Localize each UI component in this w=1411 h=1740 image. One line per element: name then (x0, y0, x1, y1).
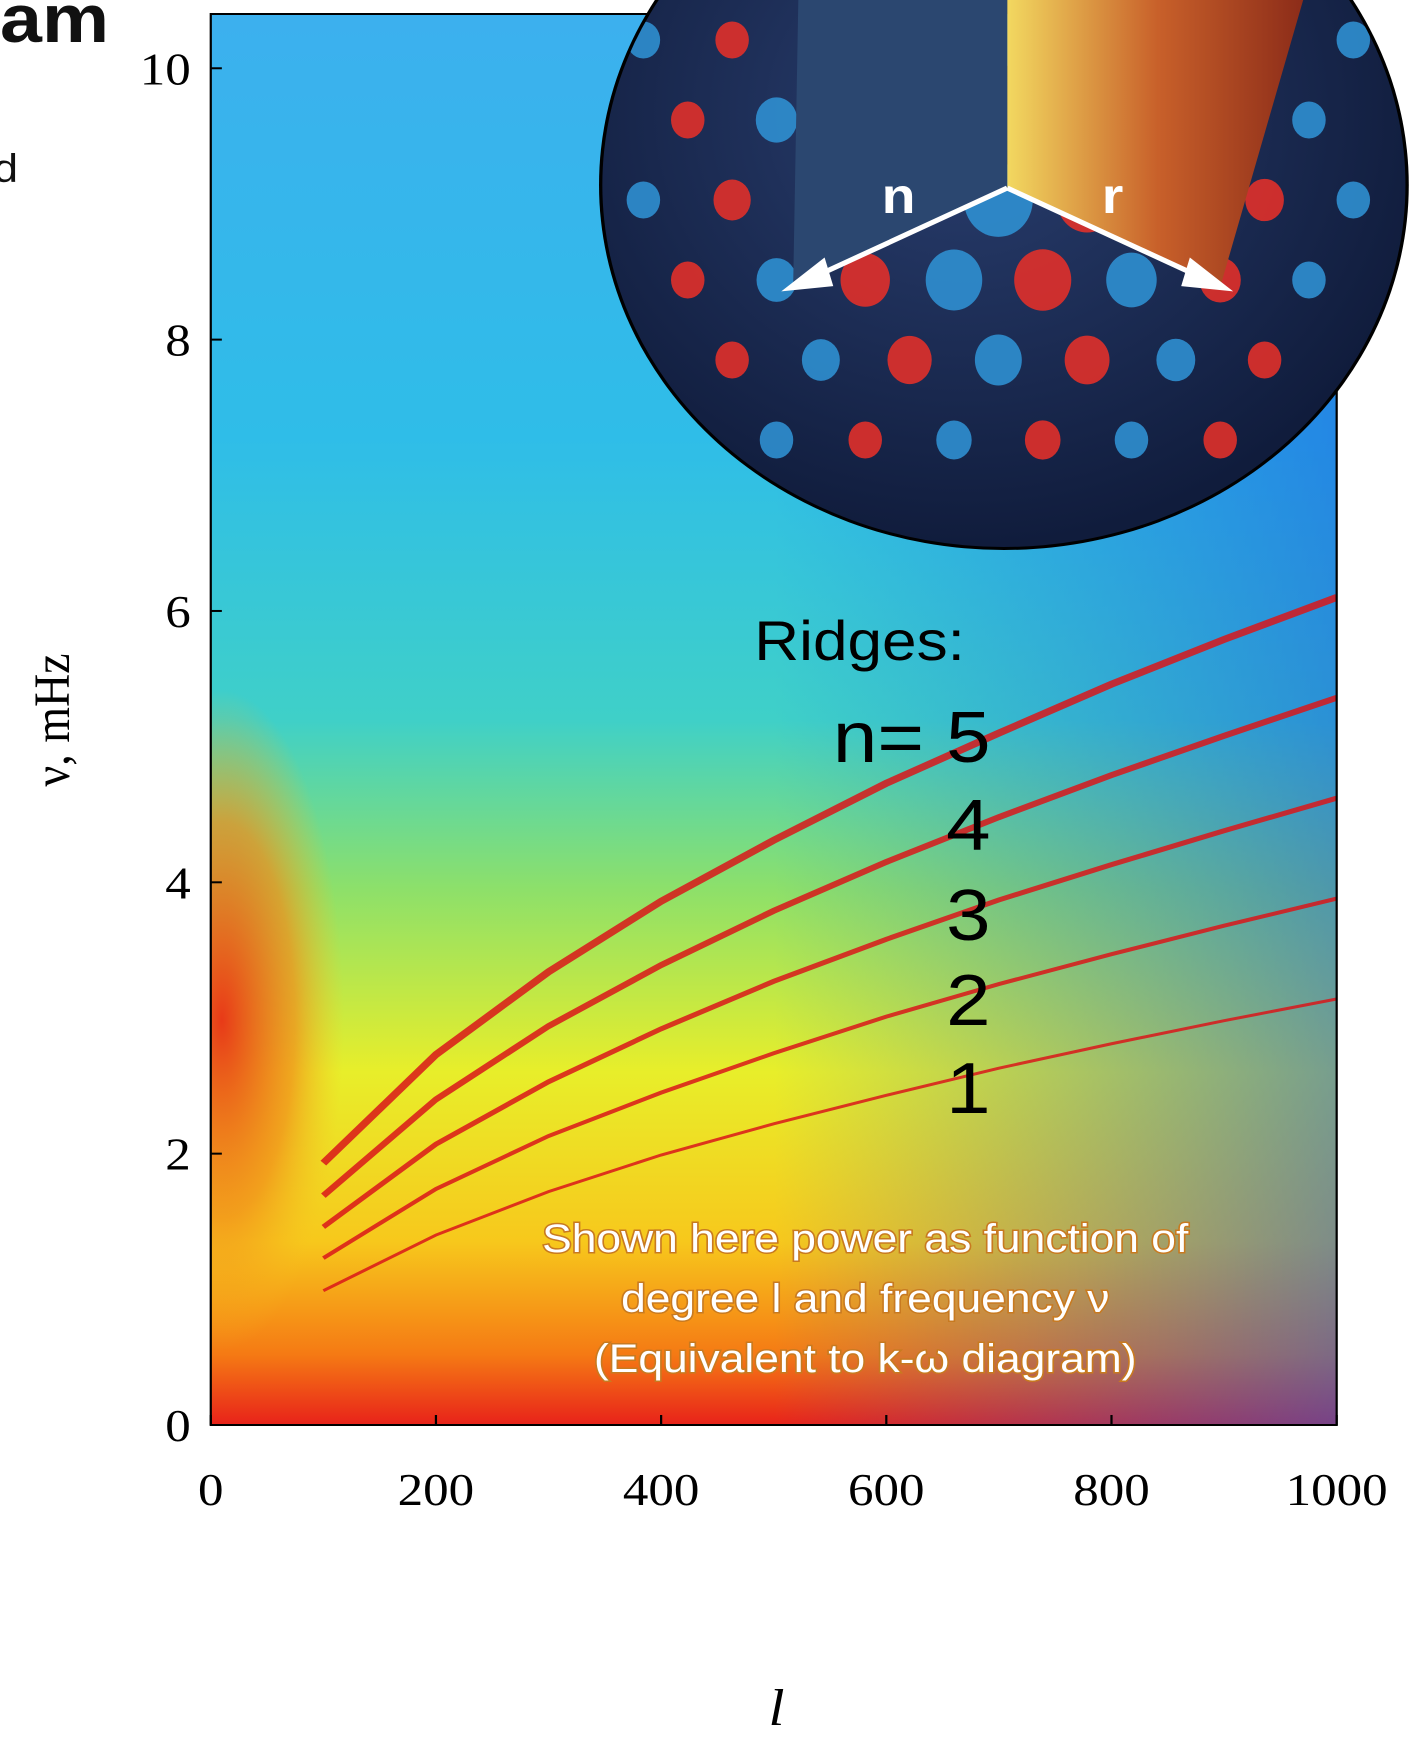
y-tick-label: 8 (165, 315, 191, 366)
y-tick-label: 2 (165, 1129, 191, 1180)
caption-line: (Equivalent to k-ω diagram) (594, 1336, 1137, 1381)
ridge-label: 2 (946, 961, 990, 1041)
sphere-label: r (1102, 168, 1124, 224)
x-tick-label: 0 (198, 1464, 224, 1515)
y-tick-label: 6 (165, 586, 191, 637)
caption-line: Shown here power as function of (542, 1216, 1188, 1261)
caption-line: degree l and frequency ν (621, 1276, 1109, 1321)
y-tick-label: 4 (165, 858, 191, 909)
y-tick-label: 10 (140, 44, 191, 95)
y-axis-label: ν, mHz (24, 653, 81, 786)
x-tick-label: 200 (398, 1464, 475, 1515)
x-axis-label: l (768, 1679, 784, 1737)
ridge-label: 4 (946, 786, 990, 866)
x-tick-label: 600 (848, 1464, 925, 1515)
x-tick-label: 400 (623, 1464, 700, 1515)
chart: am d l ν, mHz Ridges: Shown here power a… (0, 0, 1411, 1740)
page: am d l ν, mHz Ridges: Shown here power a… (0, 0, 1411, 1740)
sphere-label: n (882, 168, 916, 224)
ridges-title: Ridges: (754, 609, 965, 672)
ridge-label: 3 (946, 876, 990, 956)
ridge-label: n= 5 (833, 698, 991, 778)
ridge-label: 1 (946, 1049, 990, 1129)
y-tick-label: 0 (165, 1400, 191, 1451)
x-tick-label: 800 (1073, 1464, 1150, 1515)
side-text: d (0, 146, 18, 191)
title: am (0, 0, 109, 57)
x-tick-label: 1000 (1286, 1464, 1388, 1515)
